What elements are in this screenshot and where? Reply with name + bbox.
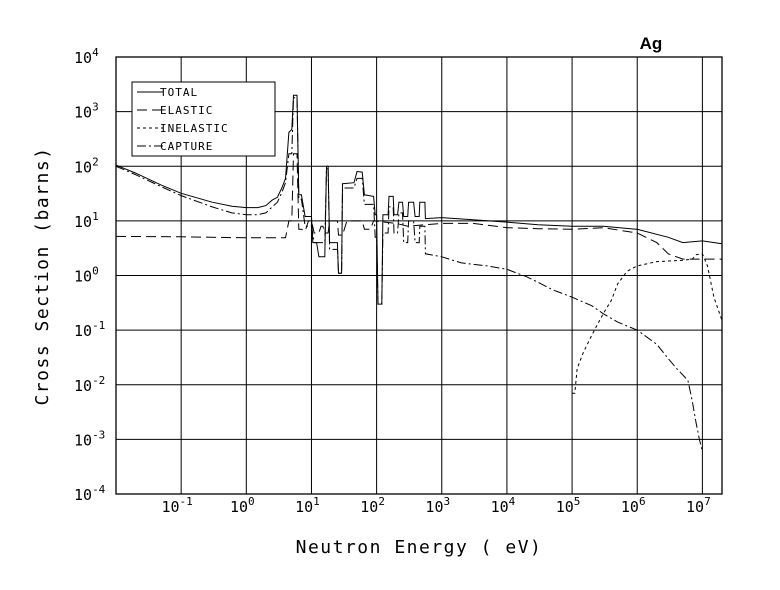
y-tick-label: 103	[74, 101, 99, 122]
x-tick-label: 105	[556, 495, 581, 516]
x-tick-label: 104	[491, 495, 516, 516]
legend-box	[131, 81, 276, 157]
y-tick-label: 102	[74, 155, 99, 176]
x-tick-label: 106	[621, 495, 646, 516]
x-tick-label: 102	[360, 495, 385, 516]
y-tick-label: 10-2	[74, 374, 105, 395]
x-tick-label: 100	[230, 495, 255, 516]
series-line-capture	[115, 97, 703, 452]
legend: TOTAL ELASTIC INELASTIC CAPTURE	[131, 81, 276, 157]
x-tick-labels: 10-1 100 101 102 103 104 105 106 107	[161, 495, 710, 516]
legend-label-inelastic: INELASTIC	[160, 122, 229, 135]
legend-label-elastic: ELASTIC	[160, 104, 213, 117]
y-tick-label: 100	[74, 265, 99, 286]
series-line-elastic	[115, 153, 722, 260]
y-tick-labels: 104 103 102 101 100 10-1 10-2 10-3 10-4	[74, 46, 106, 504]
legend-label-capture: CAPTURE	[160, 140, 213, 153]
x-tick-label: 101	[295, 495, 320, 516]
x-tick-label: 103	[425, 495, 450, 516]
series-line-inelastic	[572, 253, 723, 394]
y-tick-label: 10-4	[74, 483, 106, 504]
x-tick-label: 107	[686, 495, 711, 516]
chart-title: Ag	[640, 34, 663, 53]
y-tick-label: 101	[74, 210, 99, 231]
series-line-total	[115, 94, 723, 305]
plot-frame	[115, 56, 723, 495]
y-axis-label: Cross Section (barns)	[32, 146, 53, 405]
y-tick-label: 10-1	[74, 319, 105, 340]
legend-label-total: TOTAL	[160, 86, 198, 99]
series-layer	[115, 94, 723, 452]
x-axis-label: Neutron Energy ( eV)	[296, 537, 543, 558]
y-tick-label: 10-3	[74, 428, 105, 449]
y-tick-label: 104	[74, 46, 99, 67]
x-tick-label: 10-1	[161, 495, 192, 516]
